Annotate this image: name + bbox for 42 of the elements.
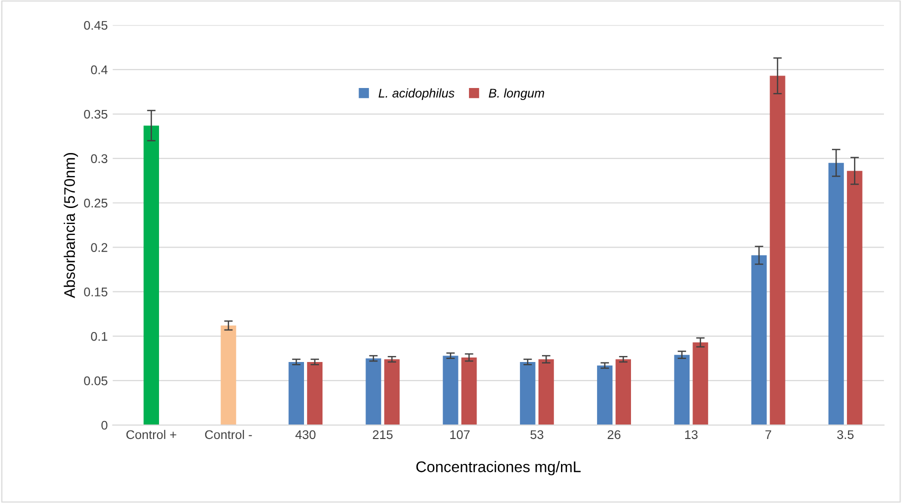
y-tick-label: 0 xyxy=(101,420,108,430)
legend-label: B. longum xyxy=(488,88,544,100)
x-tick-label: 107 xyxy=(450,430,470,440)
bar xyxy=(307,362,323,426)
bar xyxy=(288,362,304,426)
x-tick-label: 430 xyxy=(295,430,316,440)
bar xyxy=(144,126,160,426)
x-tick-label: Control - xyxy=(205,430,252,440)
legend-label: L. acidophilus xyxy=(378,88,454,100)
x-tick-label: Control + xyxy=(126,430,176,440)
x-tick-label: 7 xyxy=(765,430,772,439)
bar xyxy=(846,170,862,426)
y-tick-label: 0.4 xyxy=(91,65,108,74)
y-tick-label: 0.3 xyxy=(91,154,108,164)
x-tick-label: 26 xyxy=(608,430,620,440)
bar xyxy=(770,76,786,426)
x-tick-label: 53 xyxy=(530,430,544,440)
bar xyxy=(442,356,458,426)
bar xyxy=(674,354,690,426)
y-tick-label: 0.25 xyxy=(84,198,108,208)
bar xyxy=(692,342,708,426)
bar xyxy=(366,358,382,426)
x-tick-label: 13 xyxy=(685,430,698,440)
x-tick-label: 215 xyxy=(372,430,393,440)
y-tick-label: 0.15 xyxy=(84,288,108,296)
y-tick-label: 0.35 xyxy=(84,110,108,119)
bar xyxy=(520,362,536,426)
bar xyxy=(461,358,477,426)
y-tick-label: 0.1 xyxy=(91,332,108,341)
bar xyxy=(616,359,632,426)
bar xyxy=(751,255,767,426)
x-axis-title: Concentraciones mg/mL xyxy=(416,460,581,476)
y-tick-label: 0.05 xyxy=(84,376,108,386)
x-tick-label: 3.5 xyxy=(837,430,854,440)
bar xyxy=(828,162,844,426)
y-axis-title: Absorbancia (570nm) xyxy=(64,153,78,298)
bar xyxy=(597,365,612,426)
bar xyxy=(220,326,236,426)
y-tick-label: 0.45 xyxy=(84,20,108,30)
bar xyxy=(538,359,554,426)
y-tick-label: 0.2 xyxy=(91,243,108,252)
bar xyxy=(384,359,400,426)
